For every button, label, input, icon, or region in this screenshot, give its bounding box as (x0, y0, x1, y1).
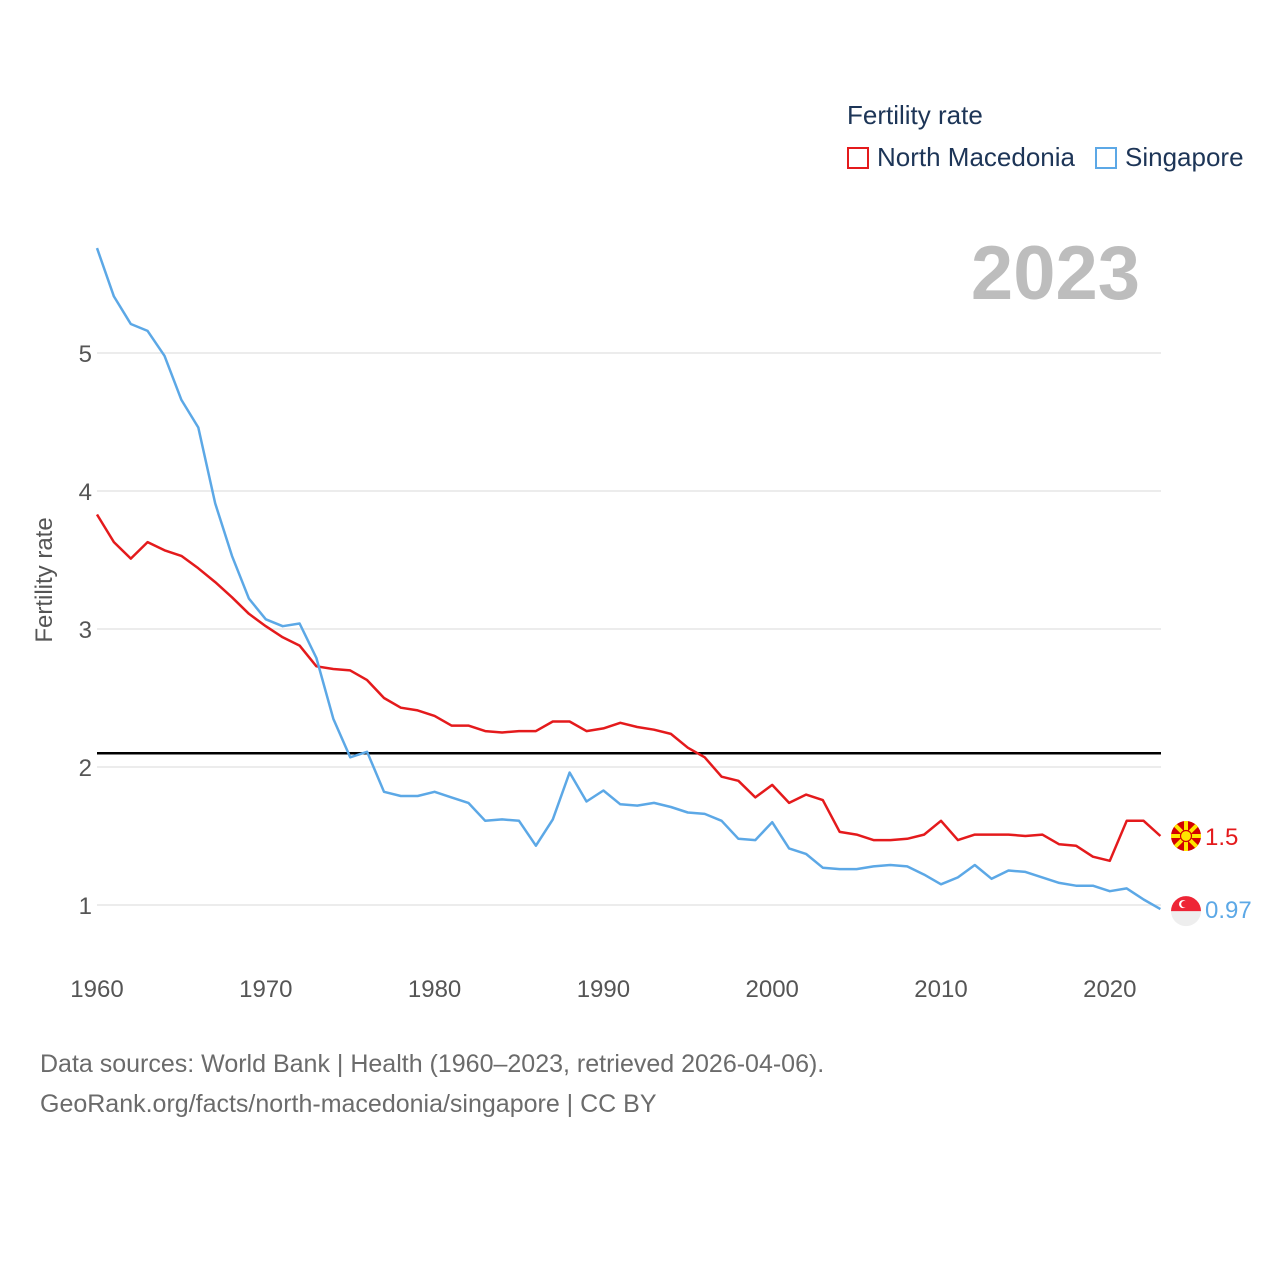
x-tick-label-1990: 1990 (577, 976, 630, 1003)
series-line-north-macedonia (95, 513, 1162, 863)
legend-label-north-macedonia: North Macedonia (877, 142, 1075, 172)
data-source-note: Data sources: World Bank | Health (1960–… (40, 1044, 824, 1124)
end-label-singapore: 0.97 (1205, 897, 1252, 924)
grid-lines (97, 352, 1161, 906)
y-tick-label-3: 3 (79, 617, 92, 644)
singapore-flag-icon (1171, 896, 1201, 927)
end-label-north-macedonia: 1.5 (1205, 824, 1238, 851)
y-tick-label-1: 1 (79, 893, 92, 920)
legend-swatch-singapore (1095, 146, 1117, 169)
end-labels: 1.5 0.97 (1171, 821, 1252, 927)
legend: North Macedonia Singapore (847, 142, 1264, 173)
x-tick-label-1980: 1980 (408, 976, 461, 1003)
legend-item-north-macedonia[interactable]: North Macedonia (847, 142, 1075, 173)
y-tick-label-4: 4 (79, 479, 92, 506)
legend-swatch-north-macedonia (847, 146, 869, 169)
series-line-singapore (95, 247, 1162, 911)
legend-title: Fertility rate (847, 100, 983, 130)
north-macedonia-flag-icon (1171, 821, 1201, 851)
flag-crescent-cut (1181, 900, 1188, 908)
x-tick-label-2000: 2000 (746, 976, 799, 1003)
x-tick-label-1970: 1970 (239, 976, 292, 1003)
source-line-1: Data sources: World Bank | Health (1960–… (40, 1050, 825, 1078)
legend-label-singapore: Singapore (1125, 142, 1244, 172)
y-tick-label-5: 5 (79, 341, 92, 368)
series-layer (95, 247, 1162, 911)
y-axis-ticks: 1 2 3 4 5 (79, 341, 92, 920)
y-axis-label: Fertility rate (31, 517, 58, 642)
x-tick-label-2010: 2010 (914, 976, 967, 1003)
flag-sun (1179, 829, 1193, 843)
x-tick-label-2020: 2020 (1083, 976, 1136, 1003)
y-tick-label-2: 2 (79, 755, 92, 782)
x-tick-label-1960: 1960 (70, 976, 123, 1003)
source-line-2[interactable]: GeoRank.org/facts/north-macedonia/singap… (40, 1090, 657, 1118)
legend-item-singapore[interactable]: Singapore (1095, 142, 1244, 173)
x-axis-ticks: 1960 1970 1980 1990 2000 2010 2020 (70, 976, 1136, 1003)
year-badge: 2023 (970, 231, 1140, 316)
